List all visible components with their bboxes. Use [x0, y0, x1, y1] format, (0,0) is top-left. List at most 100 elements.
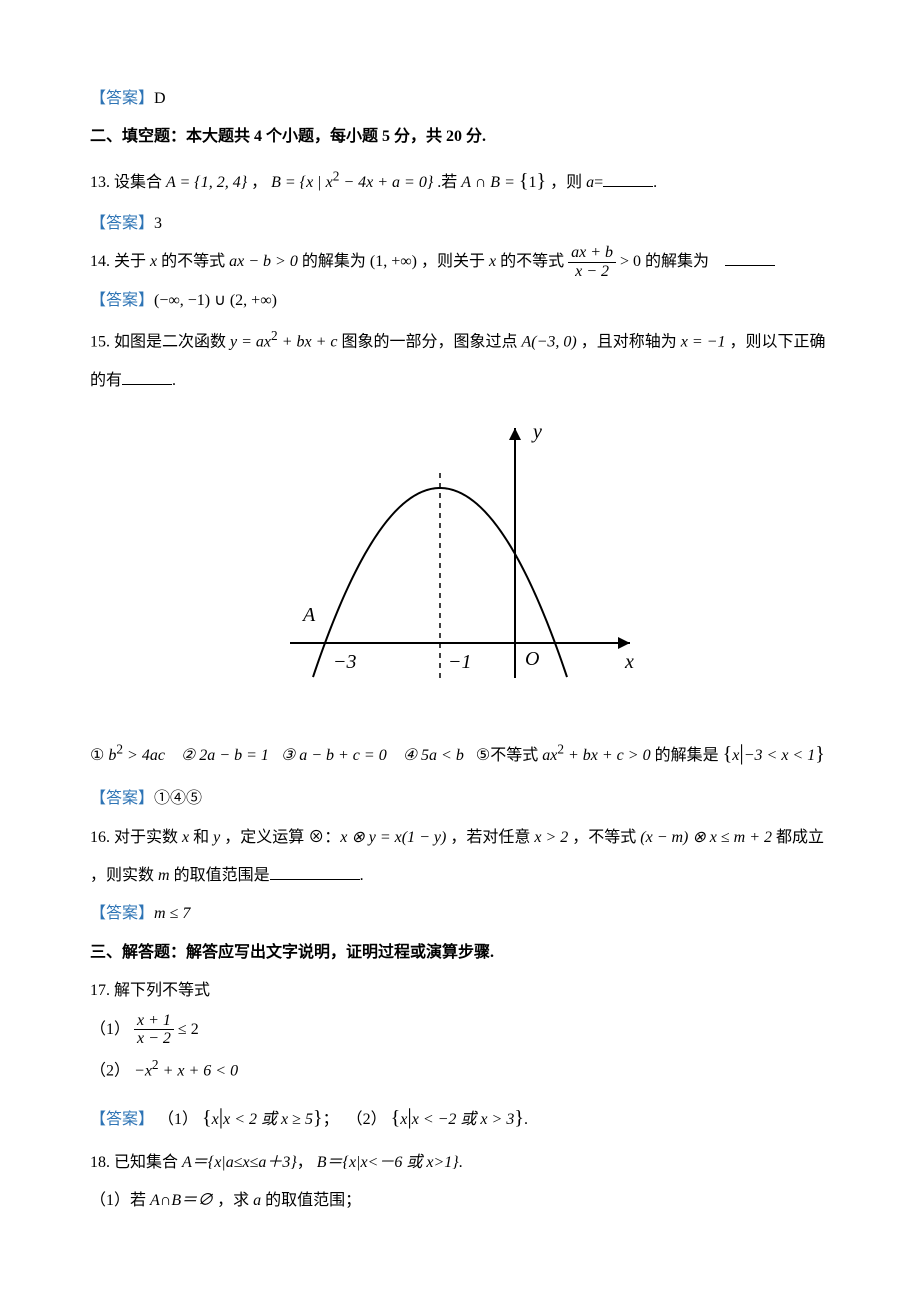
- q14-frac-den: x − 2: [568, 263, 616, 281]
- q17-part2: （2） −x2 + x + 6 < 0: [90, 1049, 830, 1091]
- q13-t3: ，则: [550, 174, 586, 191]
- q16-t2: 和: [193, 829, 213, 846]
- answer-label: 【答案】: [90, 905, 154, 922]
- a17-s1l: x: [212, 1111, 219, 1128]
- q15-t5: 的有: [90, 372, 122, 389]
- q18-t1: 已知集合: [114, 1154, 182, 1171]
- q13-eq: =: [594, 174, 603, 191]
- o5-m1: ax: [542, 747, 557, 764]
- o5-m2: + bx + c > 0: [564, 747, 651, 764]
- o1-l: ①: [90, 747, 108, 764]
- svg-text:−3: −3: [333, 651, 357, 673]
- a17-s2r: x < −2 或 x > 3: [412, 1111, 515, 1128]
- q16-def: x ⊗ y = x(1 − y): [340, 829, 446, 846]
- q13-setB-r: − 4x + a = 0}: [339, 174, 433, 191]
- answer-label: 【答案】: [90, 215, 154, 232]
- q14-t3: 的解集为: [302, 253, 370, 270]
- question-16: 16. 对于实数 x 和 y ，定义运算 ⊗：x ⊗ y = x(1 − y) …: [90, 819, 830, 857]
- section-3-title: 三、解答题：解答应写出文字说明，证明过程或演算步骤.: [90, 934, 830, 972]
- svg-text:A: A: [301, 604, 316, 626]
- q18-B: B＝{x|x<－6 或 x>1}: [317, 1154, 459, 1171]
- q16-period: .: [360, 867, 364, 884]
- q16-t5: ，不等式: [572, 829, 640, 846]
- q15-A: A(−3, 0): [522, 333, 577, 350]
- svg-text:O: O: [525, 648, 539, 670]
- q17-t: 解下列不等式: [114, 982, 210, 999]
- q14-num: 14.: [90, 253, 110, 270]
- q16-t6: 都成立: [776, 829, 824, 846]
- answer-14-value: (−∞, −1) ∪ (2, +∞): [154, 292, 277, 309]
- q14-t5: 的不等式: [500, 253, 568, 270]
- q15-figure: yxOA−3−1: [90, 408, 830, 723]
- q17-frac-den: x − 2: [134, 1030, 174, 1048]
- q14-frac-num: ax + b: [568, 244, 616, 263]
- o2: ② 2a − b = 1: [181, 747, 269, 764]
- answer-label: 【答案】: [90, 1111, 154, 1128]
- o5-t2: 的解集是: [655, 747, 723, 764]
- o1-r: > 4ac: [123, 747, 165, 764]
- answer-label: 【答案】: [90, 90, 154, 107]
- q18-period: .: [459, 1154, 463, 1171]
- page: 【答案】D 二、填空题：本大题共 4 个小题，每小题 5 分，共 20 分. 1…: [0, 0, 920, 1260]
- section-2-title: 二、填空题：本大题共 4 个小题，每小题 5 分，共 20 分.: [90, 118, 830, 156]
- q18-p1: （1）若: [90, 1192, 150, 1209]
- q13-setA: A = {1, 2, 4}: [166, 174, 247, 191]
- q17-ineq2r: + x + 6 < 0: [159, 1062, 239, 1079]
- question-15b: 的有.: [90, 362, 830, 400]
- q14-t2: 的不等式: [161, 253, 229, 270]
- q17-p1: （1）: [90, 1021, 130, 1038]
- q18-t2: ，求: [217, 1192, 253, 1209]
- q13-setB-l: B = {x | x: [271, 174, 333, 191]
- q18-A: A＝{x|a≤x≤a＋3}: [182, 1154, 297, 1171]
- q18-cond: A∩B＝∅: [150, 1192, 213, 1209]
- answer-16: 【答案】m ≤ 7: [90, 895, 830, 933]
- svg-text:y: y: [531, 421, 542, 443]
- q14-t1: 关于: [114, 253, 150, 270]
- q14-t4: ，则关于: [421, 253, 489, 270]
- q16-cond: x > 2: [534, 829, 568, 846]
- q13-t2: .若: [437, 174, 461, 191]
- q13-AcapB: A ∩ B =: [461, 174, 519, 191]
- o5-t: ⑤不等式: [476, 747, 542, 764]
- q16-y: y: [213, 829, 220, 846]
- q13-num: 13.: [90, 174, 110, 191]
- q16-t7: ，则实数: [90, 867, 158, 884]
- answer-15-value: ①④⑤: [154, 790, 202, 807]
- q15-axis: x = −1: [681, 333, 726, 350]
- q16-t4: ，若对任意: [450, 829, 534, 846]
- o4: ④ 5a < b: [403, 747, 464, 764]
- q14-interval: (1, +∞): [370, 253, 417, 270]
- answer-15: 【答案】①④⑤: [90, 780, 830, 818]
- a17-period: .: [524, 1111, 528, 1128]
- question-16b: ，则实数 m 的取值范围是.: [90, 857, 830, 895]
- svg-text:−1: −1: [448, 651, 472, 673]
- q15-options: ① b2 > 4ac ② 2a − b = 1 ③ a − b + c = 0 …: [90, 727, 830, 780]
- blank: [122, 368, 172, 385]
- a17-s1r: x < 2 或 x ≥ 5: [223, 1111, 313, 1128]
- answer-13-value: 3: [154, 215, 162, 232]
- q14-gt0: > 0: [616, 253, 641, 270]
- answer-14: 【答案】(−∞, −1) ∪ (2, +∞): [90, 282, 830, 320]
- o3: ③ a − b + c = 0: [281, 747, 387, 764]
- q14-x2: x: [489, 253, 496, 270]
- question-18: 18. 已知集合 A＝{x|a≤x≤a＋3}， B＝{x|x<－6 或 x>1}…: [90, 1144, 830, 1182]
- q13-t1: 设集合: [114, 174, 166, 191]
- q17-part1: （1） x + 1 x − 2 ≤ 2: [90, 1011, 830, 1049]
- answer-17: 【答案】 （1） {x|x < 2 或 x ≥ 5}； （2） {x|x < −…: [90, 1091, 830, 1144]
- answer-16-value: m ≤ 7: [154, 905, 190, 922]
- q15-period: .: [172, 372, 176, 389]
- parabola-diagram: yxOA−3−1: [270, 408, 650, 708]
- q16-x: x: [182, 829, 189, 846]
- q15-t1: 如图是二次函数: [114, 333, 230, 350]
- a17-semi: ；: [323, 1111, 339, 1128]
- q15-yeq: y = ax: [230, 333, 271, 350]
- q16-t1: 对于实数: [114, 829, 182, 846]
- q14-frac: ax + b x − 2: [568, 244, 616, 280]
- q15-t2: 图象的一部分，图象过点: [341, 333, 521, 350]
- q15-t4: ，则以下正确: [729, 333, 825, 350]
- answer-label: 【答案】: [90, 292, 154, 309]
- q14-x1: x: [150, 253, 157, 270]
- question-13: 13. 设集合 A = {1, 2, 4} ， B = {x | x2 − 4x…: [90, 157, 830, 205]
- q15-num: 15.: [90, 333, 110, 350]
- q13-avar: a: [586, 174, 594, 191]
